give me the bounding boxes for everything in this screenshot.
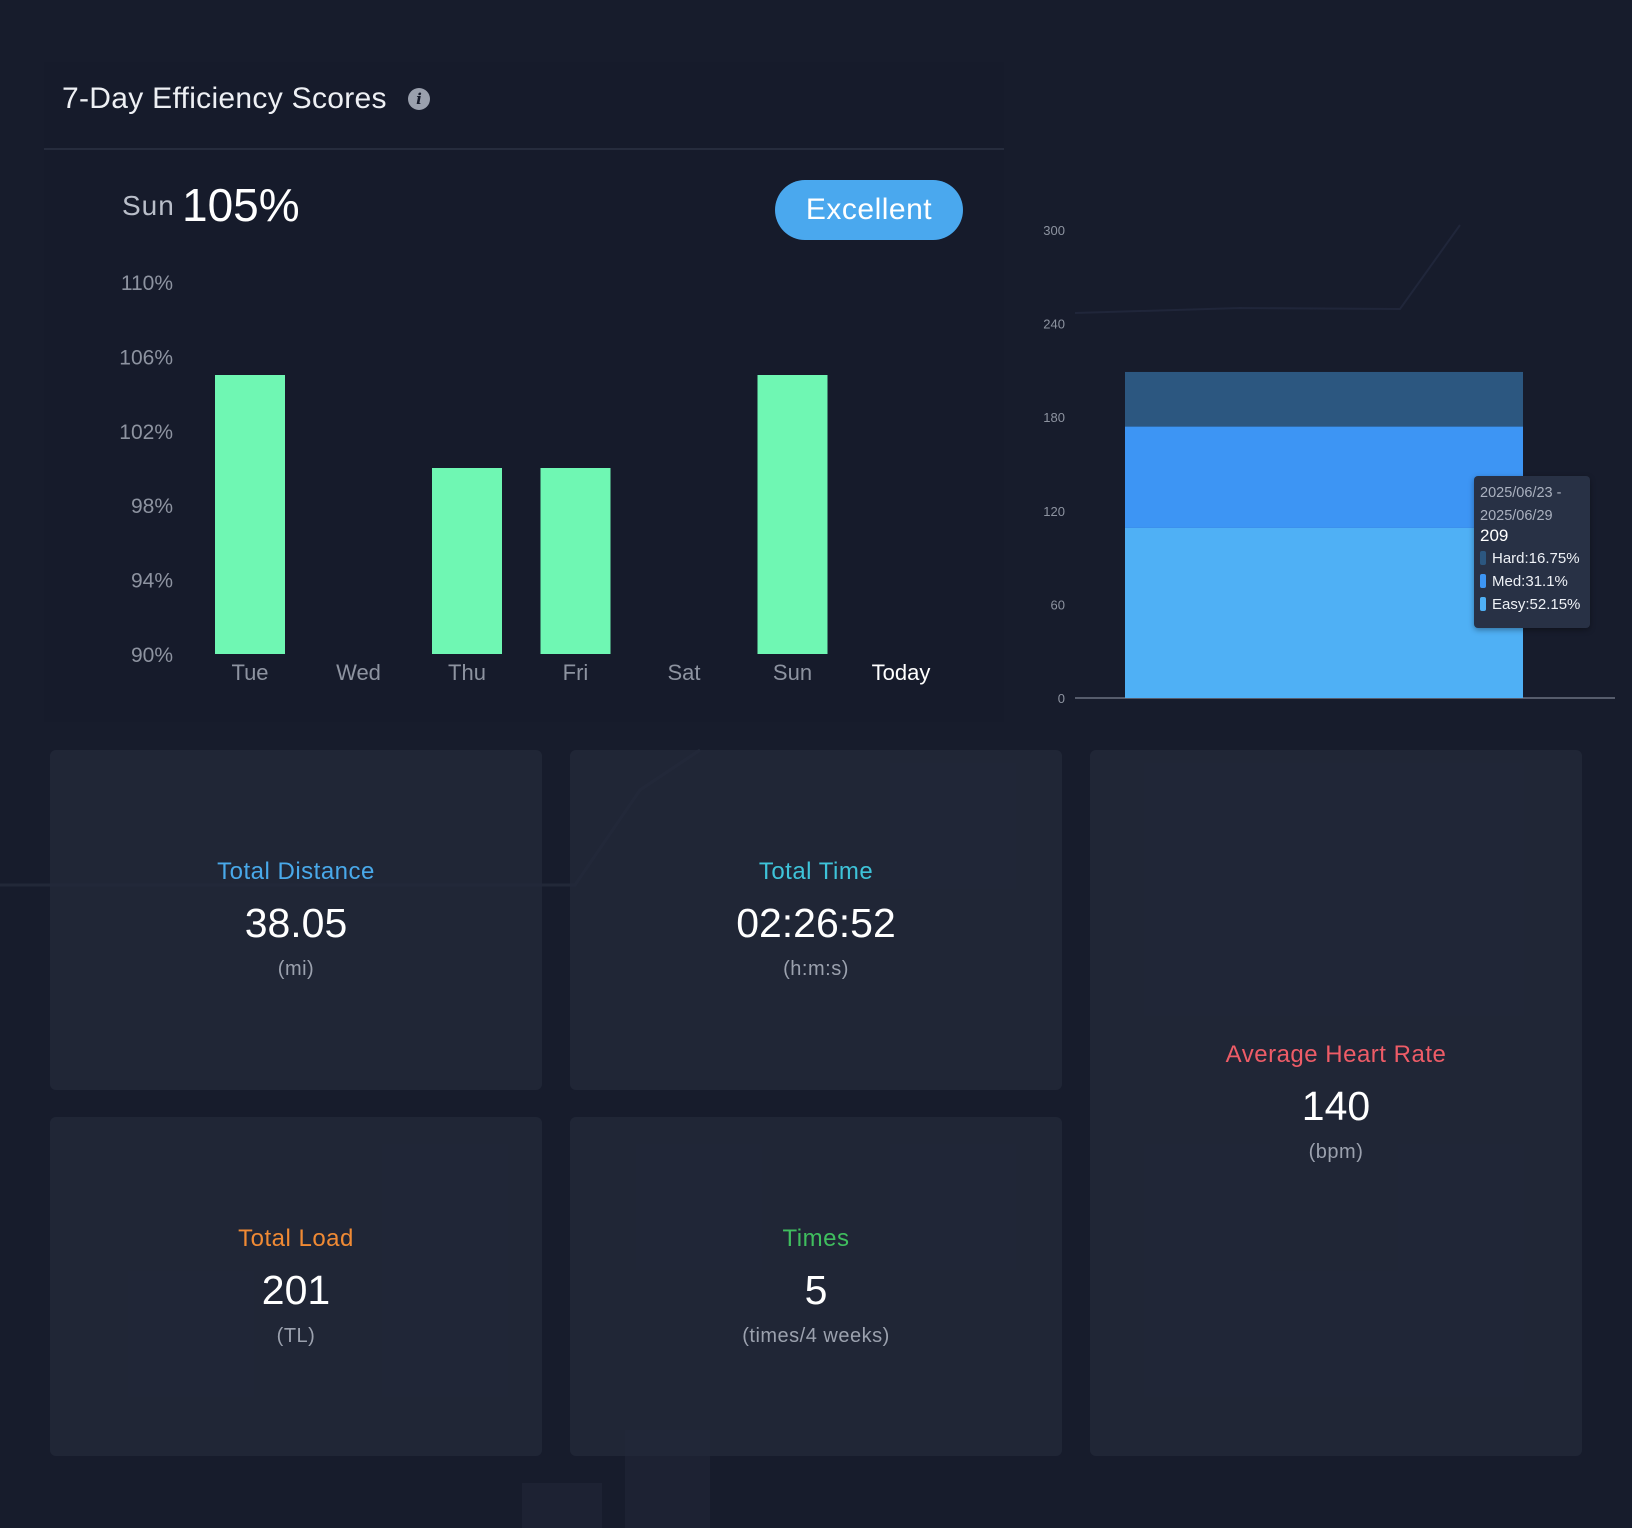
efficiency-bar-thu[interactable] [432, 468, 502, 654]
total-time-unit: (h:m:s) [783, 958, 849, 980]
y-tick-label: 94% [131, 570, 173, 593]
average-heart-rate-value: 140 [1301, 1083, 1371, 1129]
tooltip-med-label: Med:31.1% [1492, 573, 1568, 590]
x-tick-label-sun: Sun [773, 660, 812, 685]
efficiency-bar-sun[interactable] [757, 375, 828, 654]
y-tick-label: 90% [131, 644, 173, 667]
selected-day: Sun [122, 190, 175, 221]
y-tick-label: 98% [131, 495, 173, 518]
total-distance-label: Total Distance [217, 858, 375, 885]
efficiency-bar-tue[interactable] [215, 375, 285, 654]
load-y-tick-label: 240 [1043, 317, 1065, 332]
total-distance-value: 38.05 [244, 900, 348, 946]
load-y-tick-label: 120 [1043, 504, 1065, 519]
efficiency-bar-chart: 90% 94% 98% 102% 106% 110% Tue Wed Thu Fri Sat Sun T… [119, 272, 931, 685]
total-time-label: Total Time [758, 858, 874, 885]
efficiency-bar-fri[interactable] [540, 468, 611, 654]
info-icon[interactable]: i [408, 88, 430, 110]
total-distance-unit: (mi) [277, 958, 315, 980]
average-heart-rate-card[interactable]: Average Heart Rate 140 (bpm) [1090, 750, 1582, 1456]
tooltip-item-hard: Hard:16.75% [1480, 550, 1580, 567]
total-time-value: 02:26:52 [736, 900, 896, 946]
times-card[interactable]: Times 5 (times/4 weeks) [570, 1117, 1062, 1456]
tooltip-date-end: 2025/06/29 [1480, 508, 1553, 524]
y-tick-label: 106% [119, 346, 173, 369]
training-load-chart: 0 60 120 180 240 300 [1043, 223, 1615, 706]
rating-badge: Excellent [775, 180, 963, 240]
times-label: Times [782, 1225, 850, 1252]
y-tick-label: 110% [121, 272, 173, 295]
load-bar-hard[interactable] [1125, 371, 1523, 427]
x-tick-label-tue: Tue [231, 660, 268, 685]
total-load-value: 201 [261, 1267, 331, 1313]
easy-swatch [1480, 597, 1486, 611]
y-tick-label: 102% [119, 421, 173, 444]
load-tooltip: 2025/06/23 - 2025/06/29 209 Hard:16.75% … [1474, 476, 1590, 628]
efficiency-header: 7-Day Efficiency Scores i [44, 62, 1004, 150]
average-heart-rate-unit: (bpm) [1308, 1141, 1364, 1163]
x-tick-label-sat: Sat [667, 660, 700, 685]
load-bar-easy[interactable] [1125, 527, 1523, 698]
tooltip-easy-label: Easy:52.15% [1492, 596, 1581, 613]
tooltip-total: 209 [1480, 526, 1509, 545]
tooltip-hard-label: Hard:16.75% [1492, 550, 1580, 567]
load-y-tick-label: 60 [1051, 597, 1065, 612]
total-time-card[interactable]: Total Time 02:26:52 (h:m:s) [570, 750, 1062, 1090]
background-trend-line [1074, 224, 1461, 314]
total-load-card[interactable]: Total Load 201 (TL) [50, 1117, 542, 1456]
load-y-tick-label: 0 [1058, 691, 1065, 706]
tooltip-item-med: Med:31.1% [1480, 573, 1568, 590]
efficiency-title: 7-Day Efficiency Scores [62, 82, 387, 115]
x-tick-label-thu: Thu [448, 660, 486, 685]
tooltip-dates: 2025/06/23 - 2025/06/29 [1480, 482, 1590, 528]
x-tick-label-today: Today [872, 660, 931, 685]
total-load-unit: (TL) [276, 1325, 316, 1347]
x-tick-label-fri: Fri [563, 660, 589, 685]
total-distance-card[interactable]: Total Distance 38.05 (mi) [50, 750, 542, 1090]
x-tick-label-wed: Wed [336, 660, 381, 685]
average-heart-rate-label: Average Heart Rate [1225, 1041, 1447, 1068]
selected-value: 105% [182, 179, 300, 231]
hard-swatch [1480, 551, 1486, 565]
tooltip-date-start: 2025/06/23 - [1480, 485, 1562, 501]
efficiency-panel: 7-Day Efficiency Scores i 90% 94% 98% 102% 1… [44, 62, 1004, 722]
times-value: 5 [804, 1267, 828, 1313]
load-bar-med[interactable] [1125, 426, 1523, 528]
med-swatch [1480, 574, 1486, 588]
total-load-label: Total Load [238, 1225, 354, 1252]
tooltip-item-easy: Easy:52.15% [1480, 596, 1580, 613]
load-y-tick-label: 180 [1043, 410, 1065, 425]
load-y-tick-label: 300 [1043, 223, 1065, 238]
times-unit: (times/4 weeks) [742, 1325, 890, 1347]
